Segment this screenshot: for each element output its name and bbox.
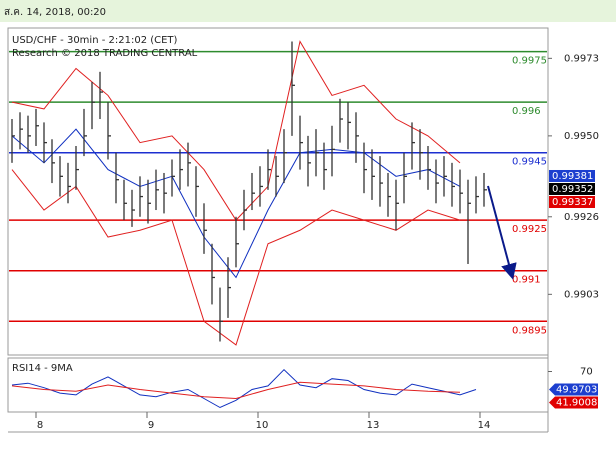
rsi-tick-label: 70	[580, 367, 593, 378]
y-tick-label: 0.9926	[564, 212, 599, 223]
rsi-tag	[549, 396, 598, 409]
chart-subtitle: Research © 2018 TRADING CENTRAL	[12, 48, 198, 59]
forecast-arrow	[487, 185, 517, 280]
x-tick-label: 8	[37, 420, 43, 431]
rsi-tag	[549, 383, 598, 396]
rsi-panel	[7, 357, 549, 413]
rsi-tag-label: 49.9703	[556, 385, 597, 396]
rsi-title: RSI14 - 9MA	[12, 363, 73, 374]
date: ส.ค. 14, 2018, 00:20	[4, 7, 106, 18]
level-label: 0.9975	[512, 56, 547, 67]
y-tick-label: 0.9950	[564, 131, 599, 142]
price-tag	[549, 195, 595, 208]
price-tag-label: 0.99352	[552, 184, 593, 195]
x-tick-label: 14	[478, 420, 491, 431]
rsi-ma-line	[11, 381, 461, 400]
x-tick-label: 13	[367, 420, 380, 431]
price-tag-label: 0.99381	[552, 171, 593, 182]
x-tick-label: 9	[148, 420, 154, 431]
lower-band	[11, 169, 461, 346]
level-label: 0.991	[512, 275, 541, 286]
level-label: 0.9895	[512, 325, 547, 336]
rsi-line	[11, 368, 477, 409]
y-tick-label: 0.9903	[564, 289, 599, 300]
level-label: 0.9945	[512, 157, 547, 168]
chart-title: USD/CHF - 30min - 2:21:02 (CET)	[12, 35, 178, 46]
level-label: 0.996	[512, 106, 541, 117]
price-tag	[549, 182, 595, 195]
price-tag	[549, 169, 595, 182]
price-tag-label: 0.99337	[552, 197, 593, 208]
date-bar	[0, 0, 616, 22]
rsi-tag-label: 41.9008	[556, 398, 597, 409]
moving-average	[11, 128, 461, 279]
x-tick-label: 10	[256, 420, 269, 431]
y-tick-label: 0.9973	[564, 53, 599, 64]
level-label: 0.9925	[512, 224, 547, 235]
